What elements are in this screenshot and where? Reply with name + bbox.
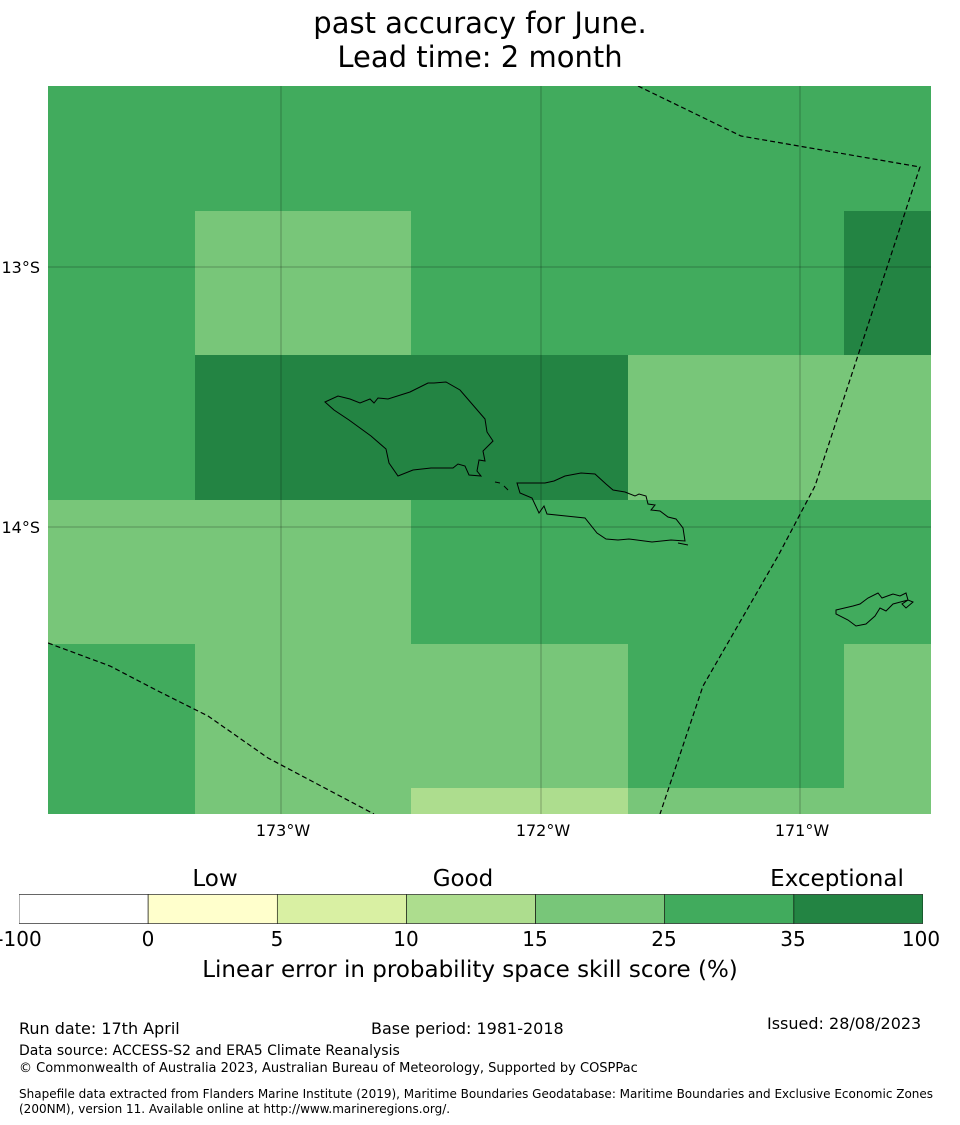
colorbar-swatch-0 xyxy=(19,894,149,924)
skill-cell-r0-c4 xyxy=(844,86,931,211)
skill-cell-r3-c0 xyxy=(48,500,195,644)
colorbar-swatch-3 xyxy=(406,894,536,924)
legend-category-low: Low xyxy=(192,866,238,892)
skill-cell-r2-c3 xyxy=(628,355,844,500)
legend-tick-100: 100 xyxy=(901,927,941,951)
legend-category-exceptional: Exceptional xyxy=(770,866,904,892)
colorbar-swatch-6 xyxy=(793,894,923,924)
legend-tick-25: 25 xyxy=(651,927,677,951)
upolu-tail-outline xyxy=(677,542,689,546)
skill-cell-r2-c0 xyxy=(48,355,195,500)
skill-cell-r3-c3 xyxy=(628,500,844,644)
base-period: Base period: 1981-2018 xyxy=(371,1019,564,1038)
map-title-line-2: Lead time: 2 month xyxy=(337,40,623,74)
colorbar-swatch-2 xyxy=(276,894,407,924)
skill-cell-r3-c1 xyxy=(195,500,411,644)
skill-cell-r0-c0 xyxy=(48,86,195,211)
savaii-island-outline xyxy=(324,381,494,477)
legend-tick-10: 10 xyxy=(393,927,419,951)
colorbar-swatch-4 xyxy=(535,894,666,924)
legend-colorbar xyxy=(19,894,923,924)
skill-grid xyxy=(48,86,931,814)
skill-cell-r0-c1 xyxy=(195,86,411,211)
skill-cell-r4-c0 xyxy=(48,644,195,788)
colorbar-swatch-5 xyxy=(664,894,795,924)
skill-cell-r1-c0 xyxy=(48,211,195,355)
lon-label-171w: 171°W xyxy=(774,821,830,840)
run-date: Run date: 17th April xyxy=(19,1019,180,1038)
lon-label-172w: 172°W xyxy=(515,821,571,840)
skill-cell-r2-c1 xyxy=(195,355,411,500)
maritime-boundary-southwest xyxy=(48,642,375,814)
upolu-island-outline xyxy=(516,472,686,543)
skill-cell-r5-c3 xyxy=(628,788,844,814)
skill-cell-r5-c0 xyxy=(48,788,195,814)
map-title-line-1: past accuracy for June. xyxy=(313,6,647,40)
skill-cell-r0-c2 xyxy=(411,86,628,211)
legend-category-good: Good xyxy=(432,866,494,892)
skill-cell-r1-c1 xyxy=(195,211,411,355)
skill-cell-r0-c3 xyxy=(628,86,844,211)
tutuila-island-outline xyxy=(835,592,914,627)
colorbar-swatch-1 xyxy=(147,894,278,924)
skill-cell-r5-c2 xyxy=(411,788,628,814)
lat-label-14s: 14°S xyxy=(1,518,40,537)
skill-cell-r1-c3 xyxy=(628,211,844,355)
legend-tick-35: 35 xyxy=(780,927,806,951)
manono-islet-outline xyxy=(494,481,509,491)
maritime-boundary-northeast xyxy=(637,86,921,814)
skill-cell-r1-c2 xyxy=(411,211,628,355)
skill-cell-r2-c2 xyxy=(411,355,628,500)
skill-cell-r4-c1 xyxy=(195,644,411,788)
legend-tick-0: 0 xyxy=(141,927,155,951)
issued-date: Issued: 28/08/2023 xyxy=(767,1014,922,1033)
skill-cell-r5-c4 xyxy=(844,788,931,814)
data-source: Data source: ACCESS-S2 and ERA5 Climate … xyxy=(19,1043,400,1059)
legend-tick-5: 5 xyxy=(270,927,284,951)
skill-cell-r3-c4 xyxy=(844,500,931,644)
skill-cell-r4-c4 xyxy=(844,644,931,788)
legend-tick-15: 15 xyxy=(522,927,548,951)
lon-label-173w: 173°W xyxy=(255,821,311,840)
lat-label-13s: 13°S xyxy=(1,258,40,277)
shapefile-attribution: Shapefile data extracted from Flanders M… xyxy=(19,1087,934,1116)
skill-cell-r3-c2 xyxy=(411,500,628,644)
legend-title: Linear error in probability space skill … xyxy=(202,957,738,983)
skill-cell-r4-c3 xyxy=(628,644,844,788)
graticule xyxy=(48,86,931,814)
skill-cell-r1-c4 xyxy=(844,211,931,355)
skill-cell-r4-c2 xyxy=(411,644,628,788)
skill-cell-r5-c1 xyxy=(195,788,411,814)
skill-score-map xyxy=(48,86,931,814)
skill-cell-r2-c4 xyxy=(844,355,931,500)
copyright-notice: © Commonwealth of Australia 2023, Austra… xyxy=(19,1061,638,1076)
legend-tick-minus-100: -100 xyxy=(0,927,42,951)
